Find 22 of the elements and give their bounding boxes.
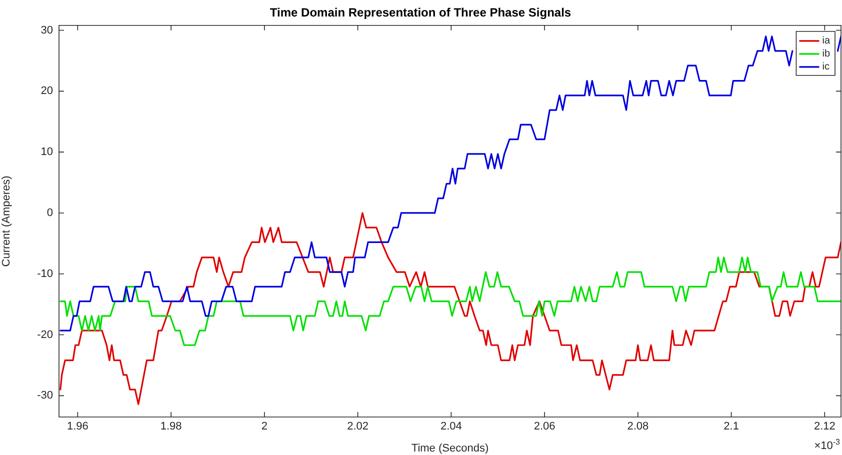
legend-label: ic	[822, 62, 830, 73]
y-tick-label: -30	[37, 390, 53, 402]
x-tick-label: 1.96	[66, 420, 88, 433]
x-tick-label: 2.1	[724, 420, 739, 433]
y-tick-label: 30	[40, 24, 53, 36]
y-tick-label: 10	[40, 146, 53, 158]
y-axis-title: Current (Amperes)	[0, 176, 13, 267]
x-tick-label: 2	[261, 420, 268, 433]
x-axis-title: Time (Seconds)	[411, 442, 489, 454]
chart-title: Time Domain Representation of Three Phase Signals	[270, 6, 572, 20]
x-tick-label: 2.06	[534, 420, 556, 433]
x-tick-label: 2.02	[347, 420, 369, 433]
y-tick-label: -20	[37, 328, 53, 341]
legend-label: ib	[822, 48, 830, 60]
x-tick-label: 2.12	[814, 420, 836, 433]
x-tick-label: 1.98	[160, 420, 182, 433]
legend-label: ia	[822, 36, 830, 47]
y-tick-label: -10	[37, 268, 53, 280]
y-tick-label: 0	[46, 207, 53, 220]
y-tick-label: 20	[40, 85, 53, 98]
x-tick-label: 2.08	[627, 420, 649, 433]
x-tick-label: 2.04	[440, 420, 462, 433]
